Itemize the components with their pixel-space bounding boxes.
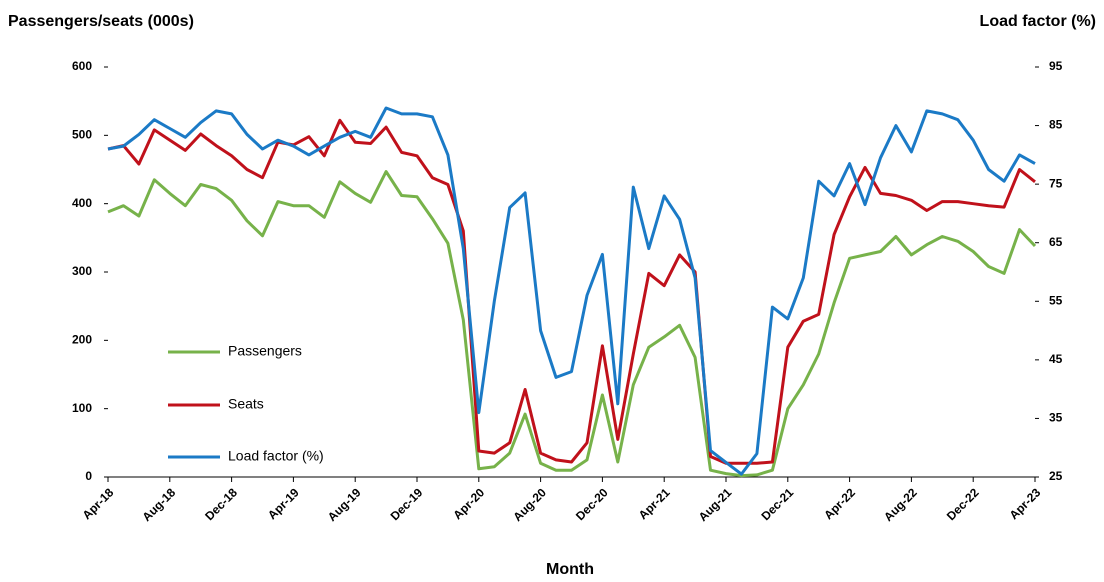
y-tick-label: 600 <box>72 59 92 73</box>
x-tick-label: Dec-22 <box>944 485 982 523</box>
x-tick-label: Dec-21 <box>758 485 796 523</box>
y-axis-title: Passengers/seats (000s) <box>8 13 194 30</box>
y2-tick-label: 85 <box>1049 118 1063 132</box>
y2-axis-title: Load factor (%) <box>980 13 1096 30</box>
y-tick-label: 300 <box>72 264 92 278</box>
legend-label: Seats <box>228 396 264 412</box>
y2-tick-label: 25 <box>1049 469 1063 483</box>
x-tick-label: Aug-20 <box>510 485 549 524</box>
y2-tick-label: 95 <box>1049 59 1063 73</box>
series-line <box>107 106 1036 476</box>
series-line <box>107 170 1037 478</box>
x-tick-label: Aug-19 <box>325 485 364 524</box>
x-tick-label: Dec-19 <box>388 485 426 523</box>
x-tick-label: Apr-22 <box>821 485 858 522</box>
y-tick-label: 400 <box>72 196 92 210</box>
y-tick-label: 0 <box>85 469 92 483</box>
y2-tick-label: 55 <box>1049 293 1063 307</box>
x-tick-label: Dec-18 <box>202 485 240 523</box>
y2-tick-label: 45 <box>1049 352 1063 366</box>
x-tick-label: Apr-21 <box>636 485 673 522</box>
x-tick-label: Aug-22 <box>881 485 920 524</box>
y2-tick-label: 35 <box>1049 411 1063 425</box>
y-tick-label: 500 <box>72 128 92 142</box>
y-tick-label: 100 <box>72 401 92 415</box>
x-tick-label: Dec-20 <box>573 485 611 523</box>
series-line <box>107 118 1036 465</box>
y-tick-label: 200 <box>72 333 92 347</box>
x-tick-label: Apr-23 <box>1007 485 1044 522</box>
y2-tick-label: 65 <box>1049 235 1063 249</box>
x-tick-label: Apr-18 <box>80 485 117 522</box>
x-tick-label: Apr-19 <box>265 485 302 522</box>
legend-label: Passengers <box>228 343 302 359</box>
x-tick-label: Apr-20 <box>450 485 487 522</box>
x-tick-label: Aug-18 <box>140 485 179 524</box>
x-tick-label: Aug-21 <box>696 485 735 524</box>
x-axis-title: Month <box>546 561 594 578</box>
legend-label: Load factor (%) <box>228 448 324 464</box>
y2-tick-label: 75 <box>1049 176 1063 190</box>
